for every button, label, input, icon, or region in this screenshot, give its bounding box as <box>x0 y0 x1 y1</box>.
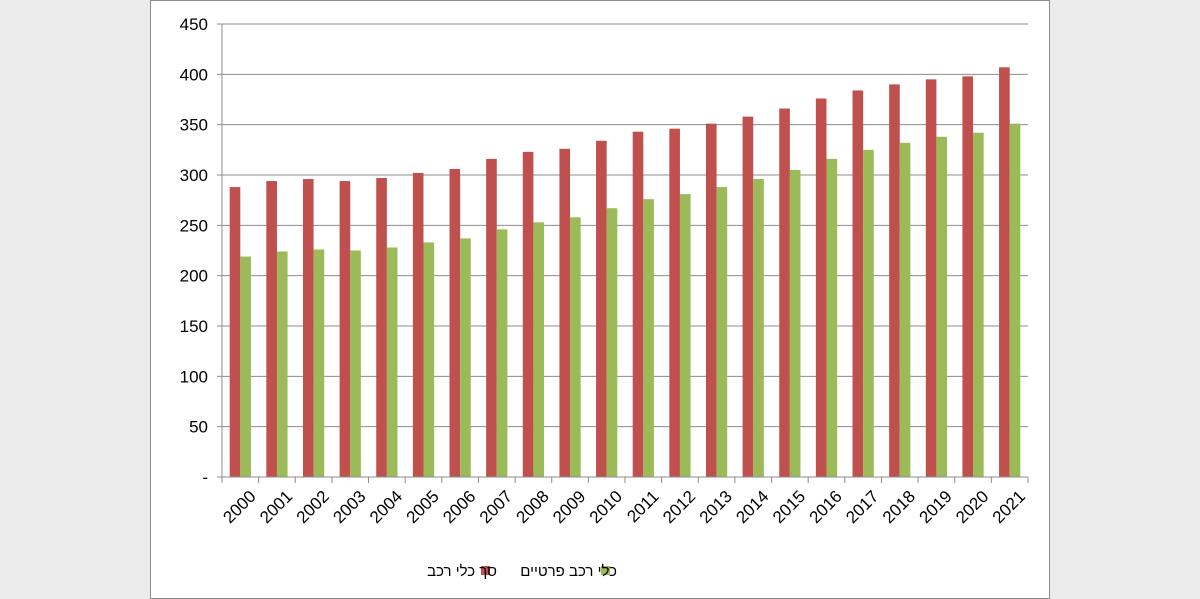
bar-total-2002 <box>302 179 314 477</box>
bar-total-2018 <box>889 84 900 478</box>
y-tick-label: 300 <box>180 166 208 185</box>
bar-total-2016 <box>815 98 827 477</box>
bar-total-2013 <box>705 123 717 477</box>
x-tick-label: 2009 <box>549 487 589 527</box>
bar-private-2006 <box>460 238 471 477</box>
bar-private-2000 <box>240 256 251 477</box>
y-tick-label: 200 <box>180 267 208 286</box>
bar-total-2019 <box>925 79 937 477</box>
bar-total-2001 <box>266 181 277 478</box>
bar-total-2021 <box>999 67 1010 477</box>
x-tick-label: 2021 <box>989 487 1029 527</box>
x-tick-label: 2002 <box>293 487 333 527</box>
bar-total-2017 <box>852 90 864 477</box>
bar-private-2011 <box>643 199 654 477</box>
x-tick-label: 2000 <box>219 487 259 527</box>
x-tick-label: 2015 <box>769 487 809 527</box>
bar-total-2004 <box>376 178 387 477</box>
bar-private-2002 <box>313 249 325 477</box>
bar-total-2003 <box>339 181 351 478</box>
y-tick-label: 450 <box>180 15 208 34</box>
x-tick-label: 2014 <box>732 487 772 527</box>
bar-total-2014 <box>742 116 754 477</box>
bar-private-2008 <box>533 222 545 477</box>
legend: סך כלי רכב כלי רכב פרטיים <box>427 563 617 580</box>
x-tick-label: 2004 <box>366 487 406 527</box>
bar-private-2015 <box>789 169 801 477</box>
bar-total-2000 <box>229 187 241 477</box>
x-tick-label: 2001 <box>256 487 296 527</box>
x-tick-label: 2006 <box>439 487 479 527</box>
bar-total-2005 <box>412 172 424 477</box>
x-tick-label: 2018 <box>879 487 919 527</box>
bar-total-2011 <box>632 131 644 478</box>
bar-private-2012 <box>679 194 691 478</box>
bar-private-2019 <box>936 136 948 477</box>
x-tick-label: 2017 <box>842 487 882 527</box>
bar-private-2020 <box>973 132 984 477</box>
y-tick-label: 400 <box>180 65 208 84</box>
x-tick-label: 2010 <box>586 487 626 527</box>
bar-chart: -501001502002503003504004502000200120022… <box>180 15 1029 580</box>
bar-private-2016 <box>826 158 838 478</box>
x-tick-label: 2005 <box>403 487 443 527</box>
bar-total-2006 <box>449 168 461 477</box>
x-tick-label: 2008 <box>513 487 553 527</box>
bar-private-2004 <box>386 247 398 477</box>
bar-private-2010 <box>606 208 618 477</box>
bar-private-2001 <box>276 251 288 477</box>
chart-frame: -50 100 150 200 250 300 350 400 450 2000 2001 2002 2… <box>150 0 1050 599</box>
x-tick-label: 2011 <box>623 487 662 526</box>
bar-private-2003 <box>350 250 361 477</box>
bar-private-2013 <box>716 187 728 477</box>
x-tick-label: 2013 <box>696 487 736 527</box>
y-tick-label: 100 <box>180 367 208 386</box>
bar-private-2005 <box>423 242 435 477</box>
bar-total-2015 <box>779 108 790 477</box>
x-tick-label: 2016 <box>806 487 846 527</box>
x-tick-label: 2007 <box>476 487 516 527</box>
y-tick-label: 50 <box>189 418 208 437</box>
bars <box>229 67 1021 478</box>
y-tick-label: 150 <box>180 317 208 336</box>
y-tick-label: 250 <box>180 216 208 235</box>
x-tick-label: 2019 <box>916 487 956 527</box>
x-tick-label: 2020 <box>952 487 992 527</box>
bar-private-2007 <box>496 229 508 477</box>
bar-total-2012 <box>669 128 680 477</box>
legend-label-private: כלי רכב פרטיים <box>520 563 617 580</box>
bar-private-2014 <box>753 179 764 477</box>
bar-private-2018 <box>899 142 911 477</box>
bar-total-2009 <box>559 148 571 477</box>
bar-private-2021 <box>1009 123 1021 477</box>
bar-total-2020 <box>962 76 974 477</box>
bar-total-2007 <box>486 158 497 478</box>
y-tick-label: 350 <box>180 116 208 135</box>
bar-private-2017 <box>863 149 874 478</box>
y-tick-label: - <box>202 468 208 487</box>
x-tick-label: 2003 <box>329 487 369 527</box>
legend-swatch-total <box>481 566 490 575</box>
bar-private-2009 <box>570 217 581 477</box>
bar-total-2010 <box>596 140 607 478</box>
legend-swatch-private <box>601 566 610 575</box>
legend-label-total: סך כלי רכב <box>427 563 497 580</box>
x-tick-label: 2012 <box>659 487 699 527</box>
bar-total-2008 <box>522 151 534 477</box>
